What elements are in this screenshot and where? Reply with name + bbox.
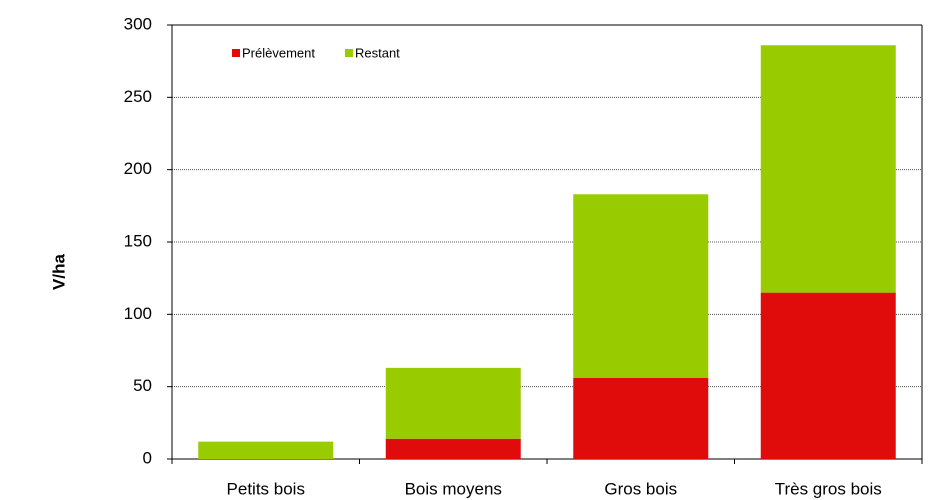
y-tick-label: 50: [133, 376, 152, 395]
y-tick-label: 200: [124, 159, 152, 178]
y-tick-label: 0: [143, 448, 152, 467]
bar-segment: [198, 441, 334, 459]
y-tick-label: 250: [124, 87, 152, 106]
legend-label: Prélèvement: [242, 45, 315, 60]
y-tick-label: 300: [124, 14, 152, 33]
x-tick-label: Bois moyens: [405, 479, 502, 498]
y-tick-label: 150: [124, 231, 152, 250]
legend-swatch: [232, 49, 240, 57]
bar-segment: [573, 377, 709, 459]
legend-swatch: [344, 49, 353, 57]
x-tick-label: Petits bois: [227, 479, 305, 498]
bar-segment: [760, 292, 896, 459]
y-tick-label: 100: [124, 304, 152, 323]
legend-label: Restant: [355, 45, 400, 60]
x-tick-label: Gros bois: [604, 479, 677, 498]
bar-segment: [760, 45, 896, 293]
y-axis-label: V/ha: [49, 254, 68, 290]
bar-segment: [385, 367, 521, 439]
bar-segment: [573, 194, 709, 378]
bar-segment: [385, 438, 521, 459]
x-tick-label: Très gros bois: [775, 479, 882, 498]
